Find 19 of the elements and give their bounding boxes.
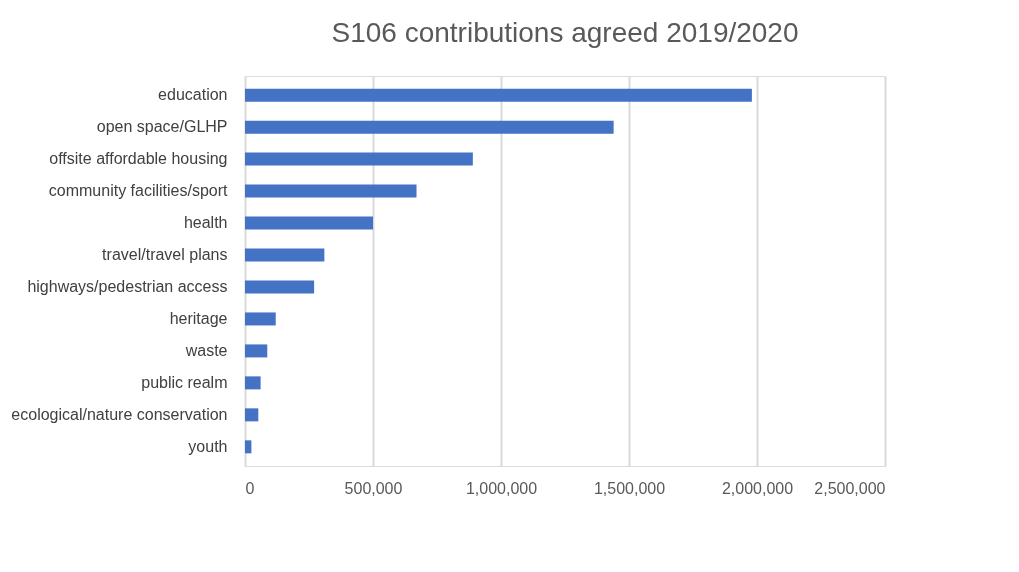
y-tick-label: youth: [188, 437, 228, 455]
x-tick-label: 1,000,000: [465, 479, 538, 497]
x-tick-label: 2,000,000: [721, 479, 794, 497]
y-tick-label: travel/travel plans: [102, 246, 228, 264]
y-tick-label: offsite affordable housing: [49, 150, 228, 168]
y-tick-label: waste: [184, 341, 228, 359]
x-tick-label: 0: [245, 479, 255, 497]
chart-title: S106 contributions agreed 2019/2020: [331, 17, 799, 48]
x-tick-label: 2,500,000: [814, 479, 886, 497]
x-tick-label: 500,000: [344, 479, 403, 497]
y-tick-label: highways/pedestrian access: [27, 277, 228, 295]
y-tick-label: community facilities/sport: [48, 182, 229, 200]
y-tick-label: ecological/nature conservation: [11, 405, 228, 423]
y-tick-label: open space/GLHP: [96, 118, 228, 136]
y-tick-label: education: [158, 86, 228, 104]
y-tick-label: heritage: [169, 309, 228, 327]
x-tick-label: 1,500,000: [593, 479, 666, 497]
y-tick-label: public realm: [141, 373, 228, 391]
y-tick-label: health: [183, 214, 228, 232]
